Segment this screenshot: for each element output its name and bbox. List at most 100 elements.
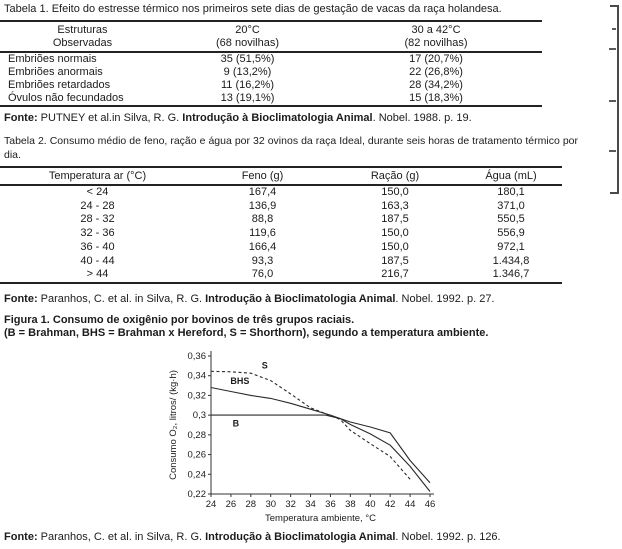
y-tick-label: 0,22: [188, 489, 207, 500]
x-tick-label: 30: [265, 499, 276, 510]
figure1-source: Fonte: Paranhos, C. et al. in Silva, R. …: [4, 531, 501, 544]
column-header: Estruturas Observadas: [52, 24, 113, 49]
table-row: Embriões normais 35 (51,5%) 17 (20,7%): [0, 52, 542, 66]
y-tick-label: 0,32: [188, 390, 207, 401]
figure1-caption-line1: Figura 1. Consumo de oxigênio por bovino…: [4, 314, 355, 326]
x-tick-label: 32: [285, 499, 296, 510]
table-cell: 216,7: [381, 268, 409, 281]
header-row: Temperatura ar (°C) Feno (g) Ração (g) Água…: [0, 167, 562, 185]
table-cell: 36 - 40: [80, 240, 115, 253]
table-cell: 119,6: [249, 227, 276, 240]
table1-caption: Tabela 1. Efeito do estresse térmico nos…: [4, 3, 502, 15]
table-cell: 1.346,7: [492, 268, 530, 281]
y-tick-label: 0,26: [188, 450, 207, 461]
table-cell: 40 - 44: [80, 254, 115, 267]
x-tick-label: 36: [325, 499, 336, 510]
table-cell: Embriões normais: [8, 53, 97, 65]
source-segment: . Nobel. 1988. p. 19.: [372, 112, 472, 124]
source-segment: . Nobel. 1992. p. 126.: [395, 531, 501, 543]
table-row: 24 - 28 136,9 163,3 371,0: [0, 200, 562, 214]
table1-body: Embriões normais 35 (51,5%) 17 (20,7%) Embr…: [0, 52, 542, 106]
table1-thermal-stress: Estruturas Observadas 20°C (68 novilhas) 30 …: [0, 20, 542, 107]
y-tick-label: 0,28: [188, 430, 207, 441]
table-row: 32 - 36 119,6 150,0 556,9: [0, 227, 562, 241]
table-cell: 28 (34,2%): [409, 79, 463, 91]
table-cell: 180,1: [497, 186, 525, 198]
table-cell: 187,5: [381, 213, 409, 226]
table1-source: Fonte: PUTNEY et al.in Silva, R. G. Intr…: [4, 112, 472, 125]
x-axis-title: Temperatura ambiente, °C: [265, 513, 376, 524]
x-tick-label: 26: [226, 499, 237, 510]
table-cell: 17 (20,7%): [409, 53, 463, 65]
x-tick-label: 40: [365, 499, 376, 510]
series-label-B: B: [233, 418, 240, 428]
y-tick-label: 0,24: [188, 469, 207, 480]
table-cell: Embriões anormais: [8, 66, 103, 78]
x-tick-label: 46: [425, 499, 436, 510]
table-cell: 556,9: [497, 227, 525, 240]
table1-head: Estruturas Observadas 20°C (68 novilhas) 30 …: [0, 21, 542, 52]
edge-mark: [609, 48, 616, 50]
source-segment: Fonte:: [4, 112, 38, 124]
source-segment: PUTNEY et al.in Silva, R. G.: [37, 112, 183, 124]
table2-caption-line2: dia.: [4, 148, 21, 161]
table-cell: 371,0: [497, 199, 525, 212]
series-line-S: [210, 370, 411, 480]
edge-mark: [612, 28, 616, 30]
table2-source: Fonte: Paranhos, C. et al. in Silva, R. …: [4, 293, 495, 306]
table-cell: 163,3: [381, 199, 409, 212]
table-cell: 93,3: [251, 254, 274, 267]
table-row: Embriões retardados 11 (16,2%) 28 (34,2%): [0, 79, 542, 92]
table-cell: 35 (51,5%): [220, 53, 275, 65]
table-cell: 150,0: [381, 227, 409, 240]
table-cell: 150,0: [381, 240, 409, 253]
series-line-BHS: [210, 386, 431, 492]
table-cell: 9 (13,2%): [223, 66, 272, 78]
table-cell: 972,1: [497, 240, 525, 253]
source-segment: Paranhos, C. et al. in Silva, R. G.: [37, 293, 206, 305]
table2-caption: Tabela 2. Consumo médio de feno, ração e…: [4, 135, 578, 162]
source-segment: Introdução à Bioclimatologia Animal: [182, 112, 373, 124]
table-row: Embriões anormais 9 (13,2%) 22 (26,8%): [0, 66, 542, 79]
table-cell: Óvulos não fecundados: [8, 92, 124, 104]
table-cell: 11 (16,2%): [221, 79, 274, 91]
table-cell: < 24: [86, 186, 109, 198]
table-cell: 167,4: [248, 186, 277, 198]
edge-mark: [609, 150, 616, 152]
source-segment: Introdução à Bioclimatologia Animal: [205, 293, 396, 305]
table2-consumption: Temperatura ar (°C) Feno (g) Ração (g) Água…: [0, 166, 562, 284]
table-cell: 1.434,8: [492, 254, 530, 267]
edge-mark: [609, 100, 616, 102]
x-tick-label: 28: [246, 499, 257, 510]
x-tick-label: 42: [385, 499, 396, 510]
x-tick-label: 44: [405, 499, 416, 510]
column-header: 20°C (68 novilhas): [216, 24, 279, 49]
table-cell: 76,0: [251, 268, 274, 281]
table-row: 36 - 40 166,4 150,0 972,1: [0, 241, 562, 255]
source-segment: Introdução à Bioclimatologia Animal: [205, 531, 396, 543]
page-edge-artifact: [610, 5, 619, 194]
table2-caption-line1: Tabela 2. Consumo médio de feno, ração e…: [4, 135, 578, 147]
column-header: 30 a 42°C (82 novilhas): [404, 24, 468, 49]
table-cell: 187,5: [381, 254, 409, 267]
table-cell: 32 - 36: [80, 227, 115, 240]
y-tick-label: 0,36: [188, 351, 207, 362]
series-label-S: S: [262, 360, 268, 370]
source-segment: Fonte:: [4, 293, 38, 305]
header-row: Estruturas Observadas 20°C (68 novilhas) 30 …: [0, 21, 542, 52]
x-tick-label: 24: [206, 499, 217, 510]
table-cell: 150,0: [381, 186, 409, 198]
table-cell: 550,5: [497, 213, 525, 226]
table-cell: 28 - 32: [80, 213, 115, 226]
table-cell: 88,8: [251, 213, 274, 226]
x-tick-label: 34: [305, 499, 316, 510]
table-cell: 24 - 28: [80, 199, 115, 212]
column-header: Temperatura ar (°C): [48, 170, 147, 182]
series-line-B: [211, 414, 431, 484]
table-row: Óvulos não fecundados 13 (19,1%) 15 (18,3%…: [0, 92, 542, 106]
table-row: 40 - 44 93,3 187,5 1.434,8: [0, 255, 562, 269]
table-row: 28 - 32 88,8 187,5 550,5: [0, 213, 562, 227]
column-header: Ração (g): [370, 170, 420, 182]
table2-head: Temperatura ar (°C) Feno (g) Ração (g) Água…: [0, 167, 562, 185]
